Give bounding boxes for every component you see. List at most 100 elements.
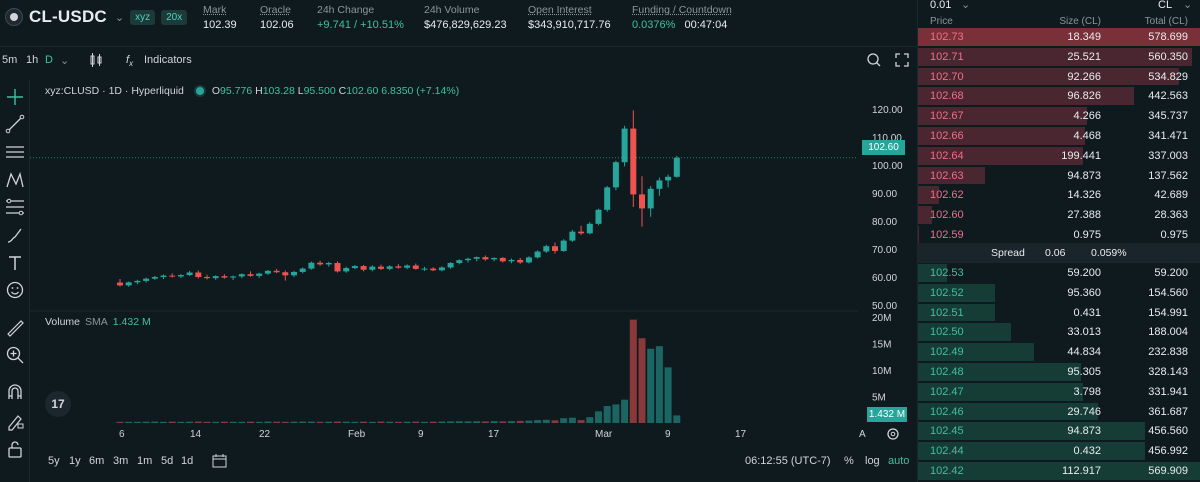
ask-row[interactable]: 102.67 4.266 345.737 <box>918 106 1200 126</box>
indicators-button[interactable]: Indicators <box>144 54 192 66</box>
interval-5m[interactable]: 5m <box>2 54 18 66</box>
candle-body <box>656 180 663 189</box>
ask-row[interactable]: 102.63 94.873 137.562 <box>918 166 1200 186</box>
pattern-icon[interactable] <box>5 170 25 190</box>
bid-row[interactable]: 102.47 3.798 331.941 <box>918 382 1200 402</box>
volume-bar <box>499 421 507 423</box>
candle-body <box>604 187 611 210</box>
text-icon[interactable] <box>5 253 25 273</box>
ask-total: 560.350 <box>1148 50 1188 63</box>
crosshair-icon[interactable] <box>5 87 25 107</box>
candle-body <box>473 257 480 259</box>
unit-chevron-icon[interactable]: ⌄ <box>1183 0 1193 11</box>
tick-size-select[interactable]: 0.01 <box>930 0 952 11</box>
zoom-in-icon[interactable] <box>5 345 25 365</box>
ask-row[interactable]: 102.62 14.326 42.689 <box>918 185 1200 205</box>
ask-row[interactable]: 102.70 92.266 534.829 <box>918 67 1200 87</box>
ask-row[interactable]: 102.73 18.349 578.699 <box>918 27 1200 47</box>
bid-price: 102.49 <box>930 346 964 359</box>
candle-body <box>491 257 498 260</box>
range-1y[interactable]: 1y <box>69 455 81 467</box>
bid-row[interactable]: 102.52 95.360 154.560 <box>918 283 1200 303</box>
bid-row[interactable]: 102.42 112.917 569.909 <box>918 461 1200 481</box>
bid-size: 44.834 <box>1067 346 1101 359</box>
tradingview-logo[interactable]: 17 <box>45 391 71 417</box>
ask-row[interactable]: 102.59 0.975 0.975 <box>918 225 1200 245</box>
ask-row[interactable]: 102.71 25.521 560.350 <box>918 47 1200 67</box>
range-1m[interactable]: 1m <box>137 455 153 467</box>
emoji-icon[interactable] <box>5 280 25 300</box>
fib-icon[interactable] <box>5 197 25 217</box>
brush-icon[interactable] <box>5 225 25 245</box>
ask-row[interactable]: 102.66 4.468 341.471 <box>918 126 1200 146</box>
tick-chevron-icon[interactable]: ⌄ <box>961 0 971 11</box>
indicators-icon[interactable]: fx <box>126 54 134 69</box>
range-3m[interactable]: 3m <box>113 455 129 467</box>
bid-depth-bar <box>918 402 1098 421</box>
candle-body <box>264 270 271 274</box>
horizontal-lines-icon[interactable] <box>5 142 25 162</box>
bid-price: 102.50 <box>930 326 964 339</box>
chart-canvas[interactable]: 120.00 110.00 100.00 90.00 80.00 70.00 60.00 50… <box>30 80 917 442</box>
drawing-tools-rail <box>0 80 30 482</box>
range-5y[interactable]: 5y <box>48 455 60 467</box>
ask-row[interactable]: 102.64 199.441 337.003 <box>918 146 1200 166</box>
lock-draw-icon[interactable] <box>5 411 25 431</box>
stat-value: +9.741 / +10.51% <box>317 19 404 31</box>
range-6m[interactable]: 6m <box>89 455 105 467</box>
range-5d[interactable]: 5d <box>161 455 174 467</box>
interval-chevron-icon[interactable]: ⌄ <box>60 55 70 67</box>
volume-bar <box>586 417 594 423</box>
volume-bar <box>281 421 289 423</box>
clock-time[interactable]: 06:12:55 (UTC-7) <box>745 455 831 467</box>
bid-row[interactable]: 102.49 44.834 232.838 <box>918 342 1200 362</box>
candle-body <box>325 263 332 265</box>
settings-icon[interactable] <box>886 427 900 441</box>
date-range-icon[interactable] <box>211 453 229 469</box>
leverage-tag[interactable]: 20x <box>161 9 188 25</box>
volume-bar <box>307 421 315 423</box>
interval-1h[interactable]: 1h <box>26 54 39 66</box>
fullscreen-icon[interactable] <box>895 53 909 67</box>
candle-body <box>647 188 654 209</box>
bid-row[interactable]: 102.50 33.013 188.004 <box>918 322 1200 342</box>
time-tick-label: 9 <box>665 429 671 440</box>
auto-toggle[interactable]: auto <box>888 455 910 467</box>
search-icon[interactable] <box>866 52 882 68</box>
magnet-icon[interactable] <box>5 383 25 403</box>
ask-row[interactable]: 102.60 27.388 28.363 <box>918 205 1200 225</box>
pair-selector[interactable]: CL-USDC ⌄ xyz 20x <box>5 7 188 27</box>
bid-price: 102.42 <box>930 465 964 477</box>
ruler-icon[interactable] <box>5 318 25 338</box>
range-1d[interactable]: 1d <box>181 455 194 467</box>
bid-row[interactable]: 102.48 95.305 328.143 <box>918 362 1200 382</box>
time-tick-label: Feb <box>348 429 366 440</box>
percent-toggle[interactable]: % <box>844 455 854 467</box>
bid-row[interactable]: 102.51 0.431 154.991 <box>918 303 1200 323</box>
bid-depth-bar <box>918 382 1083 401</box>
log-toggle[interactable]: log <box>865 455 880 467</box>
bid-row[interactable]: 102.44 0.432 456.992 <box>918 441 1200 461</box>
bid-row[interactable]: 102.46 29.746 361.687 <box>918 402 1200 422</box>
trend-line-icon[interactable] <box>5 114 25 134</box>
candle-body <box>221 276 228 278</box>
bid-row[interactable]: 102.45 94.873 456.560 <box>918 421 1200 441</box>
volume-tag: 1.432 M <box>867 407 907 422</box>
volume-bar <box>647 348 655 423</box>
stat-label: 24h Volume <box>424 4 480 16</box>
bid-row[interactable]: 102.53 59.200 59.200 <box>918 263 1200 283</box>
auto-scale-icon[interactable]: A <box>859 429 866 440</box>
chevron-down-icon[interactable]: ⌄ <box>114 11 125 24</box>
price-chart[interactable]: 120.00 110.00 100.00 90.00 80.00 70.00 60.00 50… <box>30 80 917 442</box>
pair-name[interactable]: CL-USDC <box>29 7 107 26</box>
candle-body <box>595 209 602 224</box>
interval-d[interactable]: D <box>45 54 53 66</box>
candle-type-icon[interactable] <box>89 52 103 68</box>
ask-total: 28.363 <box>1154 209 1188 222</box>
unit-select[interactable]: CL <box>1158 0 1173 11</box>
low-value: 95.500 <box>303 85 336 97</box>
bid-price: 102.45 <box>930 425 964 438</box>
lock-icon[interactable] <box>5 439 25 459</box>
ask-row[interactable]: 102.68 96.826 442.563 <box>918 86 1200 106</box>
stat-24h-change: 24h Change +9.741 / +10.51% <box>317 4 404 31</box>
